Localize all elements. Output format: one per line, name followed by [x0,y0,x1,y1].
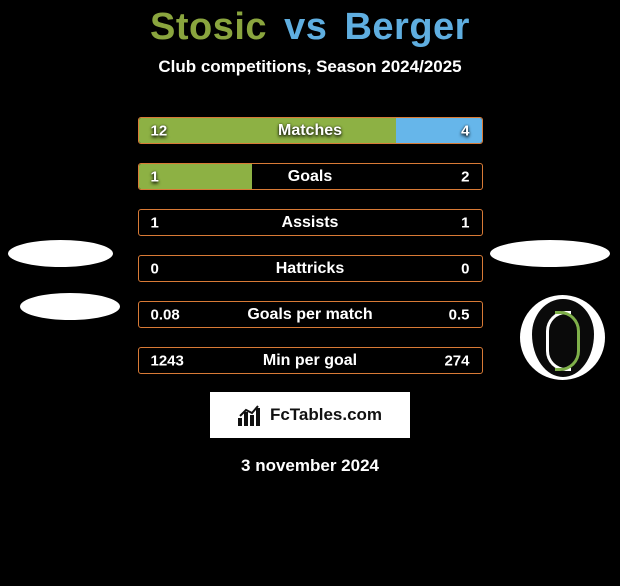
stat-bar-right [396,118,482,143]
stat-value-right: 0 [461,260,469,277]
comparison-bars: Matches124 Goals12 Assists1 1 Hattricks0 0 Goa… [138,117,483,374]
stat-value-left: 0 [151,260,159,277]
stat-bar-left [139,164,252,189]
club-badge-icon [532,299,594,377]
stat-label: Goals per match [139,306,482,324]
player2-club-badge [520,295,605,380]
stat-row: Hattricks0 0 [138,255,483,282]
stat-bar-left [139,118,396,143]
stat-row: Assists1 1 [138,209,483,236]
stat-label: Assists [139,214,482,232]
content-region: Matches124 Goals12 Assists1 1 Hattricks0 0 Goa… [0,117,620,476]
stat-row: Goals per match0.08 0.5 [138,301,483,328]
stat-value-right: 0.5 [449,306,470,323]
bar-chart-icon [238,404,264,426]
player1-name: Stosic [150,6,267,48]
stat-value-right: 2 [461,168,469,185]
stat-label: Min per goal [139,352,482,370]
source-attribution: FcTables.com [210,392,410,438]
stat-value-left: 0.08 [151,306,180,323]
stat-value-left: 1243 [151,352,184,369]
vs-separator: vs [284,6,327,48]
snapshot-date: 3 november 2024 [0,456,620,476]
stat-row: Goals12 [138,163,483,190]
player1-club-placeholder [20,293,120,320]
player2-photo-placeholder [490,240,610,267]
stat-label: Hattricks [139,260,482,278]
stat-value-right: 1 [461,214,469,231]
subtitle: Club competitions, Season 2024/2025 [0,57,620,77]
stat-row: Matches124 [138,117,483,144]
player2-name: Berger [344,6,470,48]
stat-value-right: 274 [444,352,469,369]
comparison-title: Stosic vs Berger [0,6,620,49]
player1-photo-placeholder [8,240,113,267]
source-text: FcTables.com [270,405,382,425]
stat-row: Min per goal1243 274 [138,347,483,374]
stat-value-left: 1 [151,214,159,231]
